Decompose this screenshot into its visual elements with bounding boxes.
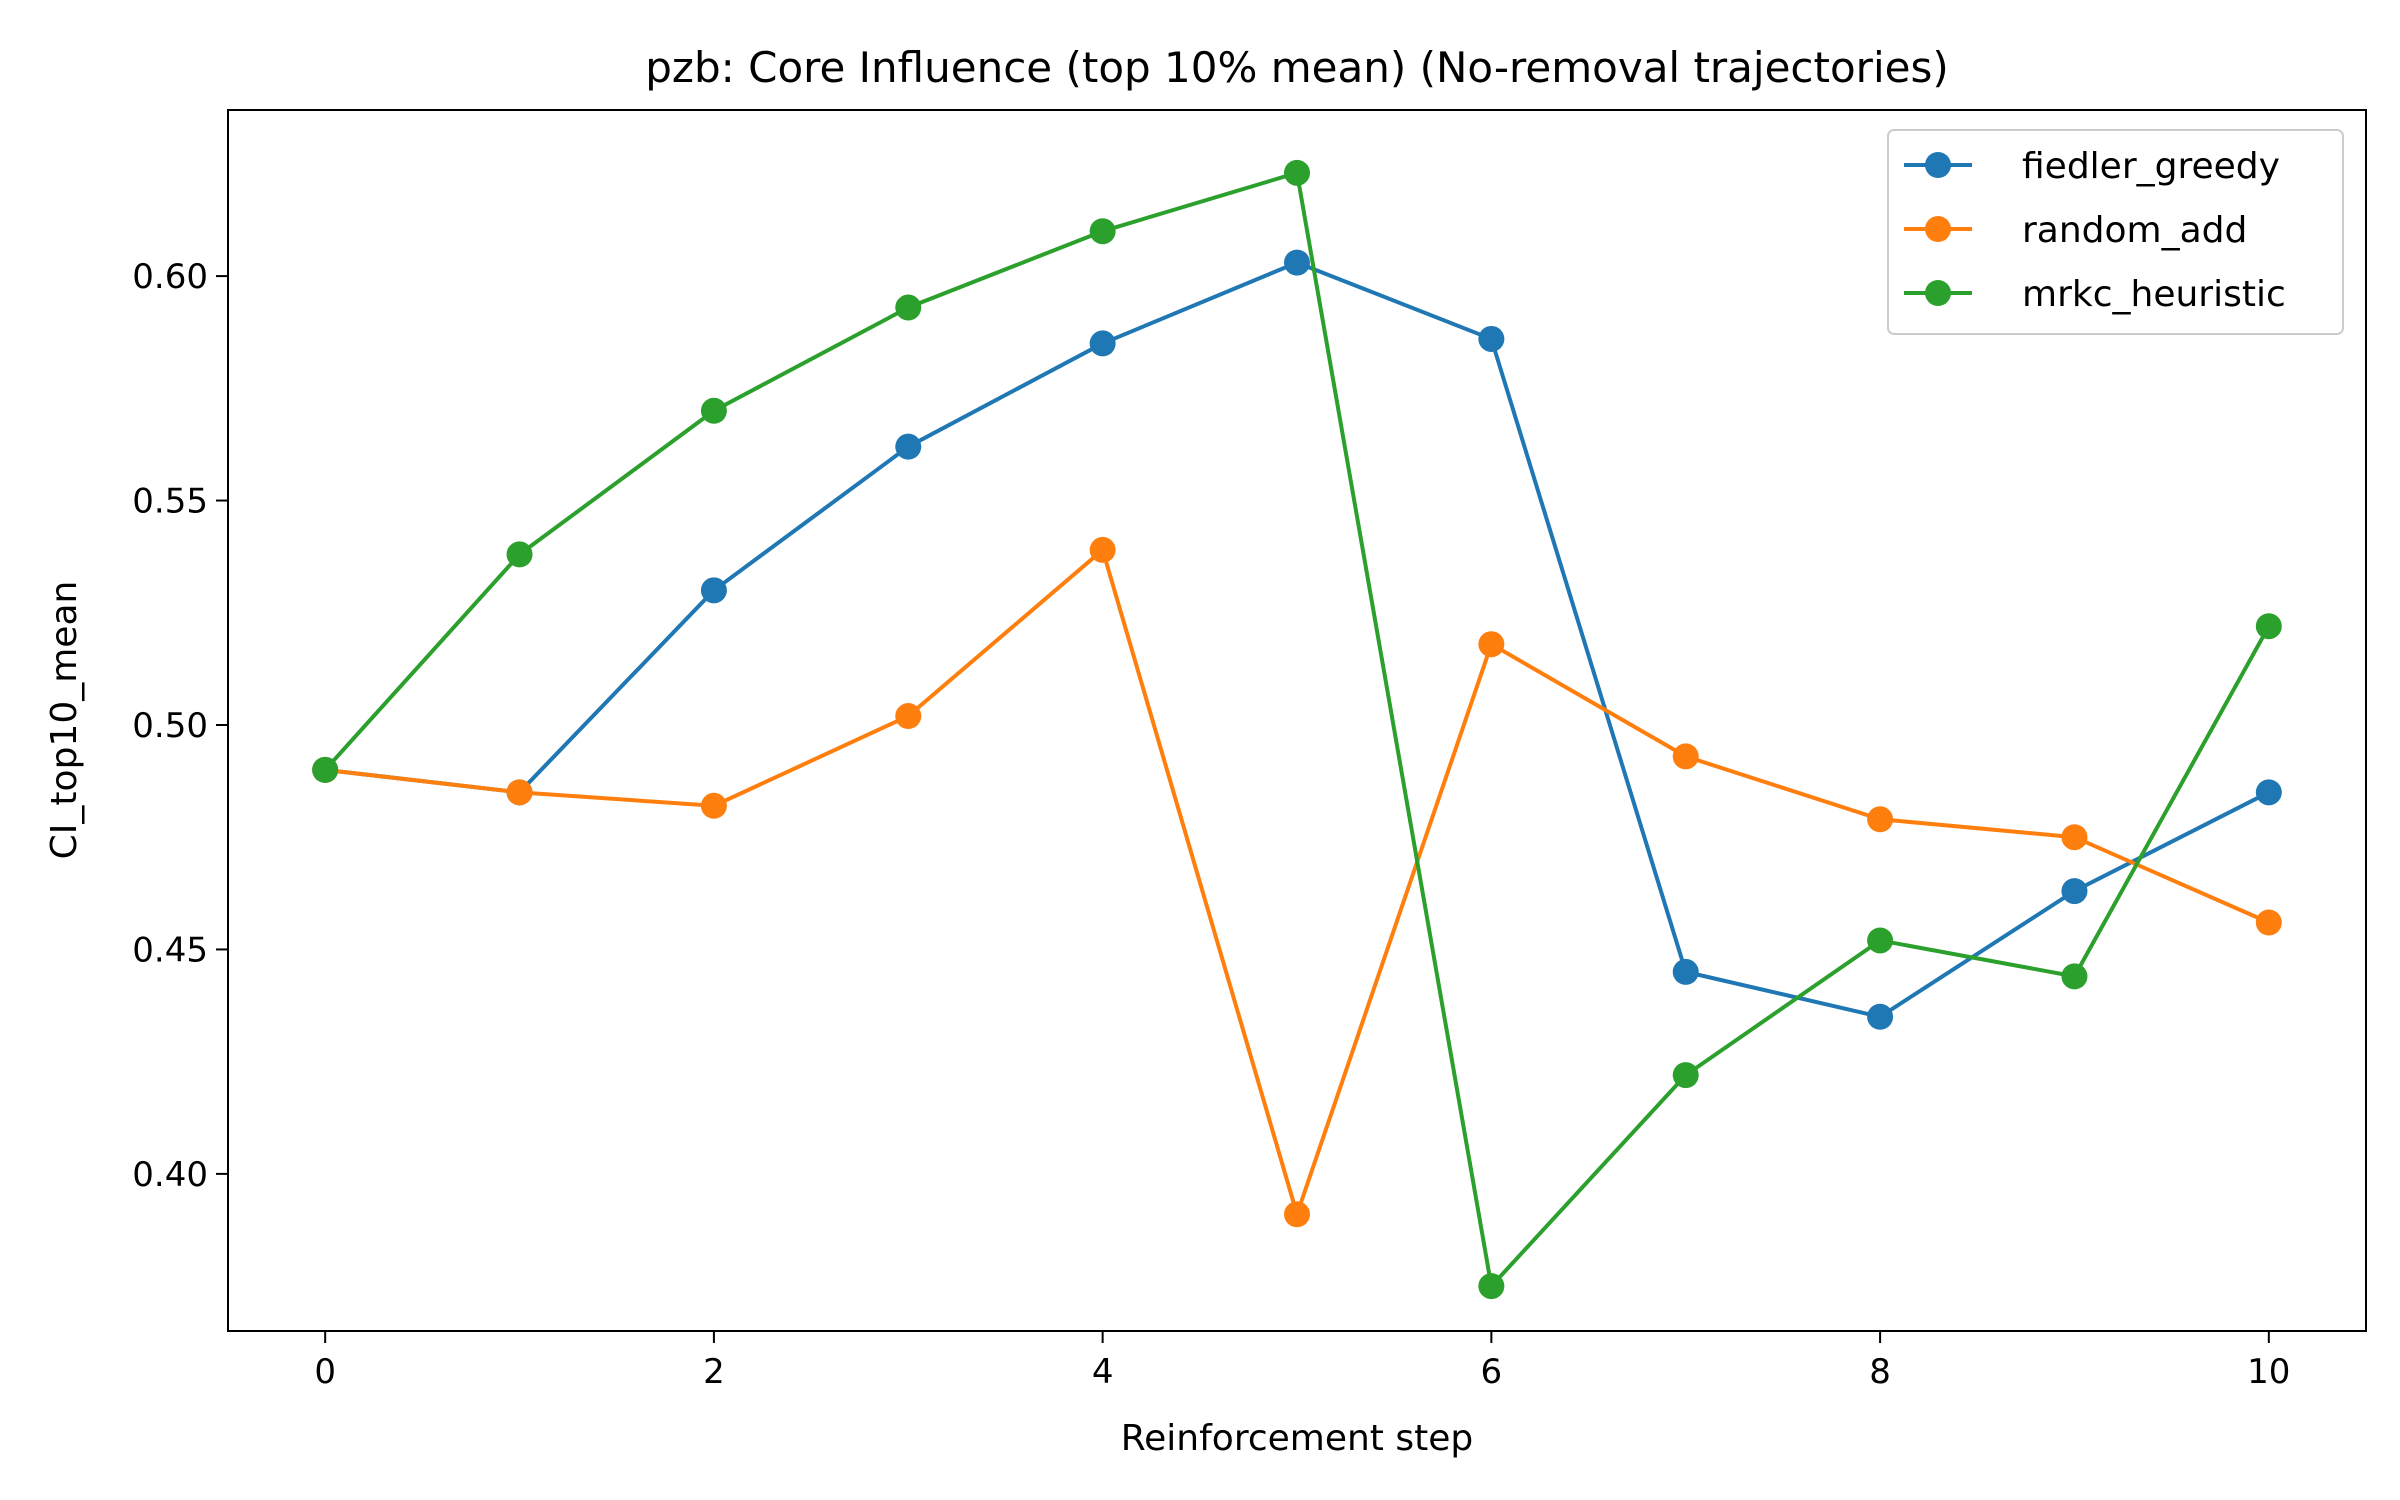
data-point (1672, 1062, 1699, 1089)
data-point (1284, 1201, 1310, 1228)
data-point (1089, 536, 1116, 563)
series-line (324, 260, 2270, 1019)
series-mrkc_heuristic (312, 159, 2282, 1300)
data-point (2061, 963, 2088, 990)
data-point (506, 541, 533, 568)
series-line (323, 170, 2271, 1289)
legend-swatch-marker (1925, 216, 1951, 242)
data-point (895, 294, 922, 321)
data-point (2255, 909, 2282, 936)
data-point (2061, 824, 2088, 851)
data-point (2061, 878, 2088, 905)
data-point (1867, 806, 1894, 833)
y-tick-label: 0.45 (132, 930, 208, 970)
y-axis: 0.40 0.45 0.50 0.55 0.60 (132, 257, 228, 1195)
data-point (895, 433, 922, 460)
legend-entry-mrkc_heuristic: mrkc_heuristic (1904, 274, 2286, 315)
legend-entry-random_add: random_add (1904, 210, 2247, 251)
chart-title: pzb: Core Influence (top 10% mean) (No-r… (645, 43, 1948, 92)
series-random_add (312, 536, 2282, 1228)
x-tick-label: 0 (314, 1352, 336, 1392)
data-point (1672, 743, 1699, 770)
data-point (895, 703, 922, 730)
x-tick-label: 2 (703, 1352, 725, 1392)
y-tick-label: 0.50 (132, 706, 208, 746)
data-point (2255, 613, 2282, 640)
plot-frame (227, 109, 2367, 1332)
data-point (1478, 1273, 1505, 1300)
x-tick-label: 8 (1869, 1352, 1891, 1392)
x-axis-label: Reinforcement step (1121, 1418, 1473, 1459)
legend: fiedler_greedy random_add mrkc_heuristic (1887, 129, 2344, 335)
data-point (700, 577, 727, 604)
data-point (506, 779, 533, 806)
series-layer (312, 159, 2282, 1300)
legend-label: random_add (2022, 210, 2247, 251)
x-axis: 0 2 4 6 8 10 (314, 1331, 2290, 1392)
legend-entry-fiedler_greedy: fiedler_greedy (1904, 146, 2280, 187)
data-point (1672, 958, 1699, 985)
x-tick-label: 10 (2247, 1352, 2290, 1392)
data-point (1478, 325, 1505, 352)
data-point (2255, 779, 2282, 806)
data-point (1284, 249, 1310, 276)
data-point (1089, 330, 1116, 357)
y-tick-label: 0.40 (132, 1155, 208, 1195)
data-point (1867, 1003, 1894, 1030)
data-point (700, 397, 727, 424)
legend-label: fiedler_greedy (2022, 146, 2280, 187)
legend-swatch-marker (1925, 280, 1951, 306)
x-tick-label: 6 (1481, 1352, 1503, 1392)
legend-label: mrkc_heuristic (2022, 274, 2286, 315)
y-tick-label: 0.55 (132, 482, 208, 522)
data-point (1867, 927, 1894, 954)
y-tick-label: 0.60 (132, 257, 208, 297)
legend-swatch-marker (1925, 152, 1951, 178)
data-point (312, 756, 339, 783)
data-point (1284, 159, 1310, 186)
legend-box (1887, 129, 2344, 335)
plot-area: 0.40 0.45 0.50 0.55 0.60 0 2 4 6 8 10 (132, 109, 2367, 1392)
series-line (324, 547, 2270, 1217)
data-point (1089, 218, 1116, 245)
x-tick-label: 4 (1092, 1352, 1114, 1392)
data-point (1478, 631, 1505, 658)
series-fiedler_greedy (312, 249, 2282, 1030)
data-point (700, 792, 727, 819)
y-axis-label: CI_top10_mean (44, 581, 85, 860)
